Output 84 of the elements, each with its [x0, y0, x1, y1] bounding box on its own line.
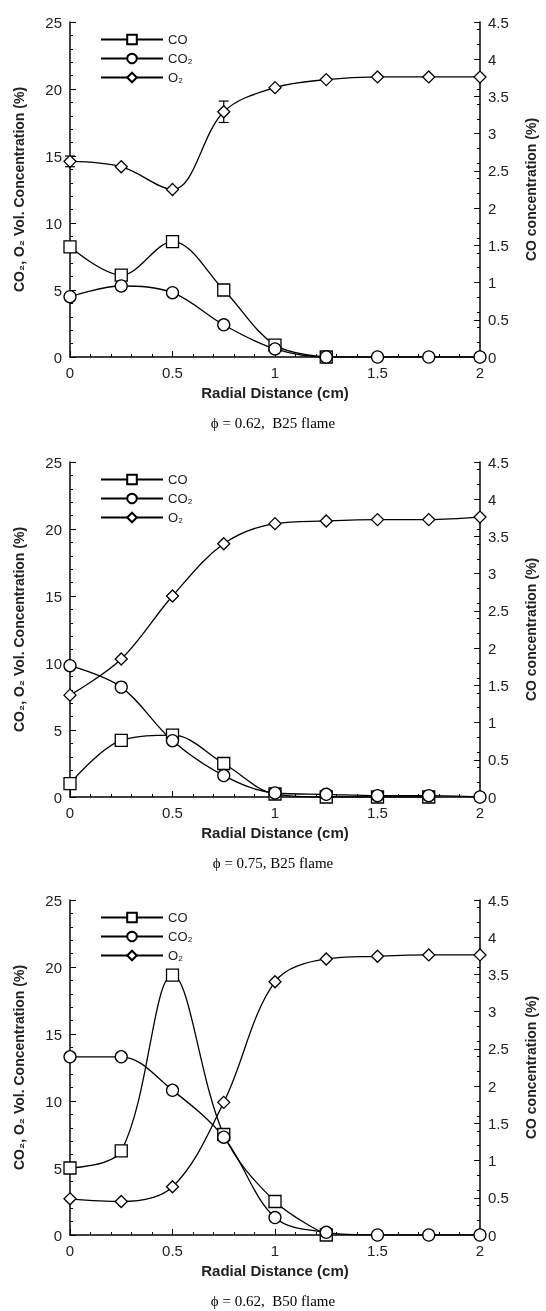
legend-label: CO₂: [168, 929, 193, 944]
legend-label: CO₂: [168, 51, 193, 66]
y2-tick-label: 3.5: [488, 87, 509, 105]
legend-label: O₂: [168, 948, 184, 963]
y2-tick-label: 2: [488, 639, 497, 657]
y-tick-label: 5: [53, 721, 62, 739]
x-axis-title: Radial Distance (cm): [201, 823, 349, 841]
y2-tick-label: 4.5: [488, 891, 509, 909]
y2-tick-label: 3: [488, 125, 497, 143]
y2-tick-label: 3: [488, 1003, 497, 1021]
legend-label: O₂: [168, 510, 184, 525]
y-tick-label: 0: [53, 788, 62, 806]
y-tick-label: 10: [45, 654, 62, 672]
y2-axis-title: CO concentration (%): [523, 117, 539, 262]
legend-label: CO: [168, 910, 188, 925]
y-tick-label: 5: [53, 281, 62, 299]
y-tick-label: 20: [45, 520, 62, 538]
y-tick-label: 10: [45, 214, 62, 232]
y-tick-label: 15: [45, 147, 62, 165]
y2-tick-label: 0.5: [488, 311, 509, 329]
text: ϕ = 0.62, B25 flame: [210, 414, 336, 431]
x-tick-label: 2: [475, 804, 485, 821]
y-tick-label: 15: [45, 1025, 62, 1043]
y2-tick-label: 4: [488, 490, 497, 508]
y-axis-title: CO₂, O₂ Vol. Concentration (%): [11, 964, 27, 1171]
y2-tick-label: 2.5: [488, 602, 509, 620]
x-tick-label: 0.5: [162, 364, 183, 381]
x-tick-label: 1: [270, 804, 280, 821]
x-tick-label: 1.5: [367, 364, 388, 381]
y-tick-label: 20: [45, 80, 62, 98]
y2-tick-label: 1.5: [488, 236, 509, 254]
x-tick-label: 1.5: [367, 804, 388, 821]
y2-tick-label: 2.5: [488, 162, 509, 180]
x-tick-label: 0: [65, 1242, 75, 1259]
y-axis-title: CO₂, O₂ Vol. Concentration (%): [11, 86, 27, 293]
y2-tick-label: 1: [488, 1152, 497, 1170]
y2-axis-title: CO concentration (%): [523, 557, 539, 702]
y2-tick-label: 4: [488, 50, 497, 68]
x-tick-label: 1.5: [367, 1242, 388, 1259]
y2-tick-label: 3.5: [488, 527, 509, 545]
y2-tick-label: 0: [488, 1226, 497, 1244]
y2-tick-label: 2: [488, 199, 497, 217]
y2-tick-label: 0.5: [488, 1189, 509, 1207]
y2-tick-label: 4: [488, 928, 497, 946]
y2-tick-label: 0: [488, 348, 497, 366]
x-tick-label: 0: [65, 364, 75, 381]
y-tick-label: 5: [53, 1159, 62, 1177]
text: ϕ = 0.62, B50 flame: [210, 1292, 336, 1309]
x-tick-label: 0.5: [162, 804, 183, 821]
y-tick-label: 25: [45, 13, 62, 31]
y-tick-label: 10: [45, 1092, 62, 1110]
y-tick-label: 20: [45, 958, 62, 976]
y-tick-label: 25: [45, 891, 62, 909]
y2-tick-label: 1: [488, 714, 497, 732]
y2-tick-label: 1: [488, 274, 497, 292]
y2-tick-label: 3: [488, 565, 497, 583]
x-axis-title: Radial Distance (cm): [201, 1261, 349, 1279]
y2-tick-label: 3.5: [488, 965, 509, 983]
y-tick-label: 0: [53, 348, 62, 366]
y-tick-label: 25: [45, 453, 62, 471]
y-tick-label: 15: [45, 587, 62, 605]
y2-tick-label: 0: [488, 788, 497, 806]
y2-axis-title: CO concentration (%): [523, 995, 539, 1140]
y2-tick-label: 0.5: [488, 751, 509, 769]
legend-label: CO: [168, 472, 188, 487]
legend-label: CO₂: [168, 491, 193, 506]
y2-tick-label: 4.5: [488, 453, 509, 471]
legend-label: CO: [168, 32, 188, 47]
text: ϕ = 0.75, B25 flame: [212, 854, 334, 871]
y-axis-title: CO₂, O₂ Vol. Concentration (%): [11, 526, 27, 733]
x-tick-label: 1: [270, 364, 280, 381]
x-tick-label: 2: [475, 364, 485, 381]
x-axis-title: Radial Distance (cm): [201, 383, 349, 401]
y2-tick-label: 1.5: [488, 1114, 509, 1132]
y2-tick-label: 2.5: [488, 1040, 509, 1058]
y2-tick-label: 2: [488, 1077, 497, 1095]
y-tick-label: 0: [53, 1226, 62, 1244]
legend-label: O₂: [168, 70, 184, 85]
x-tick-label: 0: [65, 804, 75, 821]
x-tick-label: 1: [270, 1242, 280, 1259]
y2-tick-label: 4.5: [488, 13, 509, 31]
x-tick-label: 2: [475, 1242, 485, 1259]
x-tick-label: 0.5: [162, 1242, 183, 1259]
y2-tick-label: 1.5: [488, 676, 509, 694]
